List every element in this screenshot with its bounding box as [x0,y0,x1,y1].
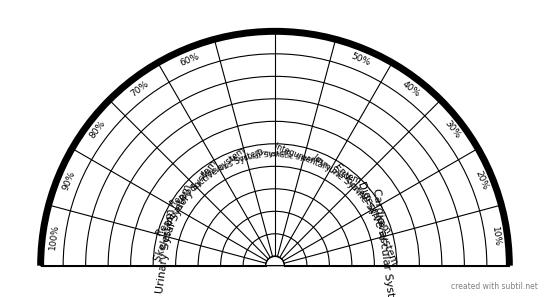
Text: 40%: 40% [400,79,421,98]
Text: Endocrine System: Endocrine System [333,162,393,235]
Wedge shape [41,31,509,266]
Text: 30%: 30% [442,119,461,140]
Text: created with subtil.net: created with subtil.net [450,282,537,291]
Text: Respiratory System: Respiratory System [155,159,219,238]
Text: Lymphatic System: Lymphatic System [256,149,323,163]
Text: 60%: 60% [179,52,201,67]
Text: 10%: 10% [491,226,502,247]
Wedge shape [266,256,284,266]
Text: 20%: 20% [473,169,489,191]
Text: Cardiovascular System: Cardiovascular System [371,188,398,297]
Text: Nervous System: Nervous System [201,147,265,180]
Text: Digestive system: Digestive system [355,180,399,266]
Text: Integumentary System: Integumentary System [273,142,362,185]
Text: Muscular System: Muscular System [229,149,292,163]
Text: 90%: 90% [61,169,77,191]
Text: 70%: 70% [129,79,150,98]
Text: Urinary System: Urinary System [155,208,176,294]
Text: Skeletal System: Skeletal System [152,183,193,263]
Text: 80%: 80% [89,119,108,140]
Text: 50%: 50% [349,52,371,67]
Text: Reproductive system: Reproductive system [168,146,247,209]
Text: Immune System: Immune System [311,153,373,203]
Text: 100%: 100% [48,223,60,250]
